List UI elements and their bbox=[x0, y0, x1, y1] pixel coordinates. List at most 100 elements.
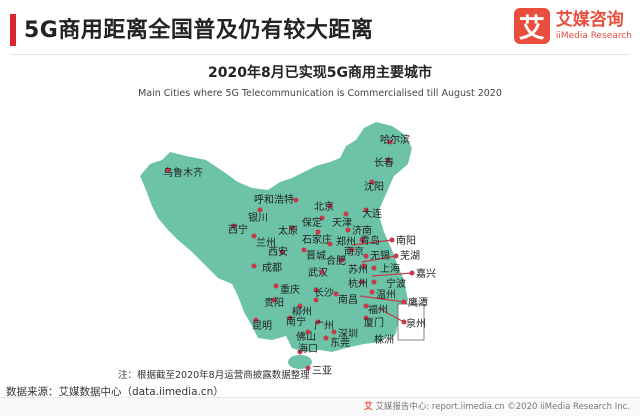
city-marker-qingdao bbox=[359, 237, 365, 243]
city-marker-dalian bbox=[363, 207, 369, 213]
city-marker-shenzhen bbox=[331, 329, 337, 335]
city-marker-jincheng bbox=[301, 247, 307, 253]
city-label-hohhot: 呼和浩特 bbox=[254, 194, 294, 206]
city-marker-liuzhou bbox=[297, 303, 303, 309]
taiwan-island-shape bbox=[387, 315, 397, 337]
china-mainland-shape bbox=[140, 122, 412, 352]
city-marker-chengdu bbox=[251, 263, 257, 269]
city-marker-hangzhou bbox=[359, 279, 365, 285]
city-marker-baoding bbox=[319, 215, 325, 221]
city-label-beijing: 北京 bbox=[314, 200, 334, 213]
city-label-nanyang: 南阳 bbox=[396, 234, 416, 247]
header-divider bbox=[10, 54, 630, 55]
city-marker-wenzhou bbox=[369, 289, 375, 295]
city-label-fuzhou: 福州 bbox=[368, 303, 388, 316]
footer-text: 艾媒报告中心: report.iimedia.cn ©2020 iiMedia … bbox=[375, 402, 630, 412]
city-label-foshan: 佛山 bbox=[296, 330, 316, 343]
detail-box-fujian bbox=[397, 303, 425, 341]
city-label-jinan: 济南 bbox=[352, 224, 372, 237]
city-marker-lanzhou bbox=[251, 233, 257, 239]
city-marker-suzhou bbox=[361, 263, 367, 269]
city-label-quanzhou: 泉州 bbox=[406, 317, 426, 330]
city-label-hangzhou: 杭州 bbox=[348, 277, 368, 290]
title-accent-bar bbox=[10, 14, 16, 46]
city-marker-nanning bbox=[287, 315, 293, 321]
logo-name-en: iiMedia Research bbox=[555, 31, 632, 41]
city-label-chengdu: 成都 bbox=[262, 262, 282, 274]
map-subtitle: Main Cities where 5G Telecommunication i… bbox=[138, 88, 502, 99]
city-label-wuhan: 武汉 bbox=[308, 266, 328, 279]
city-label-nanning: 南宁 bbox=[286, 315, 306, 328]
city-marker-yinchuan bbox=[257, 207, 263, 213]
city-marker-kunming bbox=[253, 317, 259, 323]
city-label-haikou: 海口 bbox=[298, 342, 318, 355]
city-label-shijiazhuang: 石家庄 bbox=[302, 233, 332, 246]
city-label-shenzhen: 深圳 bbox=[338, 328, 358, 340]
city-label-qingdao: 青岛 bbox=[360, 234, 380, 247]
city-label-wuhu: 芜湖 bbox=[400, 249, 420, 262]
city-label-dalian: 大连 bbox=[362, 207, 382, 220]
city-label-shenyang: 沈阳 bbox=[364, 180, 384, 193]
city-label-guiyang: 贵阳 bbox=[264, 296, 284, 309]
city-label-taiyuan: 太原 bbox=[278, 224, 298, 237]
city-label-changchun: 长春 bbox=[374, 157, 394, 169]
city-markers: 乌鲁木齐 哈尔滨 长春 沈阳 大连 呼和浩特 北京 天津 保定 银川 太原 石家… bbox=[163, 133, 436, 377]
city-marker-guangzhou bbox=[315, 319, 321, 325]
city-marker-xining bbox=[231, 223, 237, 229]
city-marker-harbin bbox=[387, 139, 393, 145]
footer-bar: 艾 艾媒报告中心: report.iimedia.cn ©2020 iiMedi… bbox=[0, 397, 640, 416]
city-label-dongguan: 东莞 bbox=[330, 336, 350, 349]
city-marker-nanyang bbox=[389, 237, 395, 243]
city-label-guangzhou: 广州 bbox=[314, 320, 334, 332]
city-marker-wuhu bbox=[393, 253, 399, 259]
city-label-ningbo: 宁波 bbox=[386, 277, 406, 290]
data-source: 数据来源：艾媒数据中心（data.iimedia.cn） bbox=[6, 386, 224, 398]
city-label-jincheng: 晋城 bbox=[306, 250, 326, 262]
city-label-wuxi: 无锡 bbox=[370, 249, 390, 262]
city-marker-changsha bbox=[313, 287, 319, 293]
city-marker-chongqing bbox=[273, 283, 279, 289]
map-title: 2020年8月已实现5G商用主要城市 bbox=[208, 65, 432, 81]
city-marker-wuhan bbox=[319, 269, 325, 275]
city-label-hefei: 合肥 bbox=[326, 254, 346, 267]
city-marker-sanya bbox=[305, 365, 311, 371]
logo-mark-icon: 艾 bbox=[513, 8, 550, 44]
city-marker-changchun bbox=[385, 157, 391, 163]
city-label-xining: 西宁 bbox=[228, 223, 248, 236]
city-marker-tianjin bbox=[343, 211, 349, 217]
city-label-tianjin: 天津 bbox=[332, 217, 352, 229]
city-marker-ningbo bbox=[371, 279, 377, 285]
arrow-quanzhou bbox=[377, 307, 405, 323]
city-label-xiamen: 厦门 bbox=[364, 316, 384, 329]
city-label-urumqi: 乌鲁木齐 bbox=[163, 166, 203, 179]
city-label-shanghai: 上海 bbox=[380, 262, 400, 275]
hainan-island-shape bbox=[288, 355, 312, 369]
city-marker-wuxi bbox=[363, 253, 369, 259]
city-marker-yingtan bbox=[401, 299, 407, 305]
city-label-nanjing: 南京 bbox=[344, 245, 364, 258]
arrow-jiaxing bbox=[371, 272, 413, 277]
city-label-zhengzhou: 郑州 bbox=[336, 235, 356, 248]
arrow-wuhu bbox=[361, 255, 397, 263]
city-marker-haikou bbox=[297, 349, 303, 355]
arrow-yingtan bbox=[359, 295, 405, 303]
city-label-chongqing: 重庆 bbox=[280, 283, 300, 296]
city-label-xian: 西安 bbox=[268, 245, 288, 258]
city-marker-quanzhou bbox=[401, 319, 407, 325]
arrow-nanyang bbox=[351, 239, 393, 246]
city-marker-zhengzhou bbox=[327, 241, 333, 247]
city-label-wenzhou: 温州 bbox=[376, 289, 396, 301]
city-label-zhuzhou: 株洲 bbox=[374, 333, 394, 346]
city-marker-shenyang bbox=[369, 179, 375, 185]
iimedia-logo: 艾 艾媒咨询 iiMedia Research bbox=[513, 8, 632, 44]
city-label-lanzhou: 兰州 bbox=[256, 236, 276, 249]
city-marker-xian bbox=[279, 249, 285, 255]
city-marker-hefei bbox=[339, 257, 345, 263]
city-label-nanchang: 南昌 bbox=[338, 293, 358, 306]
city-marker-dongguan bbox=[323, 335, 329, 341]
map-footnote: 注：根据截至2020年8月运营商披露数据整理 bbox=[118, 370, 310, 381]
city-marker-nanchang bbox=[333, 291, 339, 297]
city-marker-xiamen bbox=[363, 315, 369, 321]
city-marker-urumqi bbox=[165, 167, 171, 173]
